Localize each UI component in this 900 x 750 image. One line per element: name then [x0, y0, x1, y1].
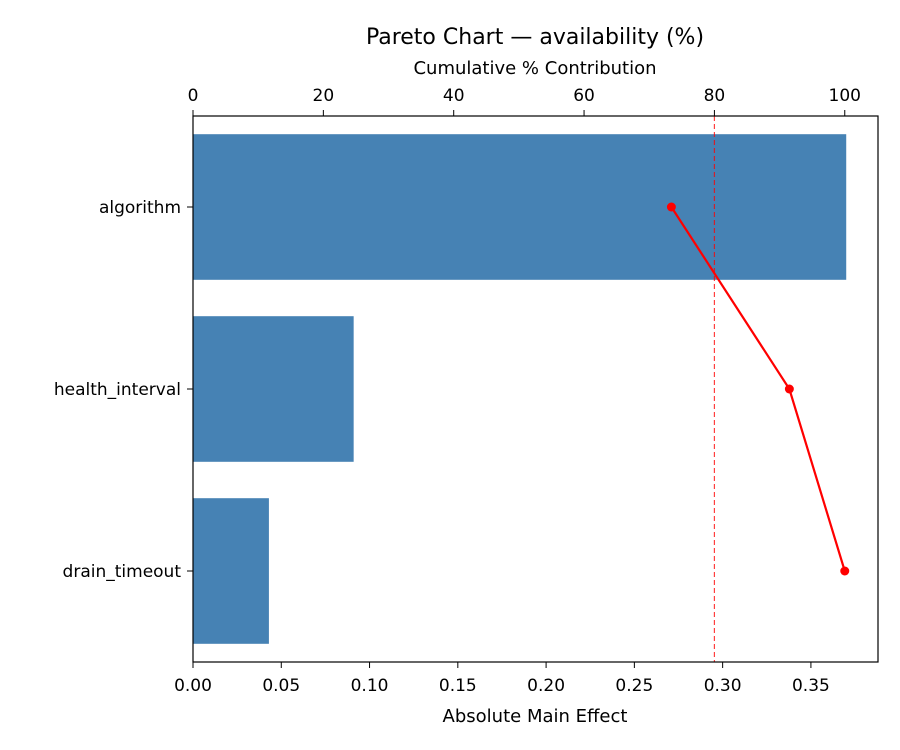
cumulative-line-group [666, 116, 850, 662]
top-tick-label: 60 [573, 86, 595, 106]
top-tick-label: 40 [443, 86, 465, 106]
x-tick-label: 0.20 [527, 676, 565, 696]
bar-health_interval [193, 316, 354, 462]
x-tick-label: 0.30 [704, 676, 742, 696]
cumulative-point [666, 202, 676, 212]
category-label: algorithm [99, 198, 181, 218]
axes-group: algorithm health_interval drain_timeout 0.0… [54, 86, 879, 696]
x-tick-label: 0.35 [792, 676, 830, 696]
x-axis-title: Absolute Main Effect [443, 706, 628, 727]
top-tick-label: 80 [704, 86, 726, 106]
cumulative-point [840, 566, 850, 576]
top-tick-label: 100 [829, 86, 861, 106]
x-tick-label: 0.00 [174, 676, 212, 696]
chart-title: Pareto Chart — availability (%) [366, 25, 704, 50]
category-label: drain_timeout [63, 562, 182, 582]
top-tick-label: 0 [188, 86, 199, 106]
plot-frame [192, 115, 879, 663]
x-tick-label: 0.15 [439, 676, 477, 696]
top-tick-label: 20 [313, 86, 335, 106]
cumulative-point [784, 384, 794, 394]
x-tick-label: 0.10 [351, 676, 389, 696]
category-label: health_interval [54, 380, 181, 400]
x-tick-label: 0.05 [262, 676, 300, 696]
bar-drain_timeout [193, 498, 269, 644]
bar-algorithm [193, 134, 847, 280]
x-tick-label: 0.25 [615, 676, 653, 696]
bars-group [193, 134, 847, 644]
top-axis-title: Cumulative % Contribution [413, 58, 656, 79]
